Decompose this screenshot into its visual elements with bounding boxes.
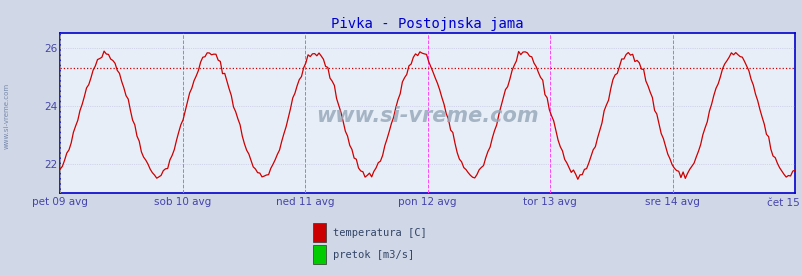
Text: pretok [m3/s]: pretok [m3/s] bbox=[333, 250, 414, 260]
Text: temperatura [C]: temperatura [C] bbox=[333, 228, 427, 238]
Text: www.si-vreme.com: www.si-vreme.com bbox=[3, 83, 10, 149]
Text: www.si-vreme.com: www.si-vreme.com bbox=[316, 106, 538, 126]
Title: Pivka - Postojnska jama: Pivka - Postojnska jama bbox=[331, 17, 523, 31]
